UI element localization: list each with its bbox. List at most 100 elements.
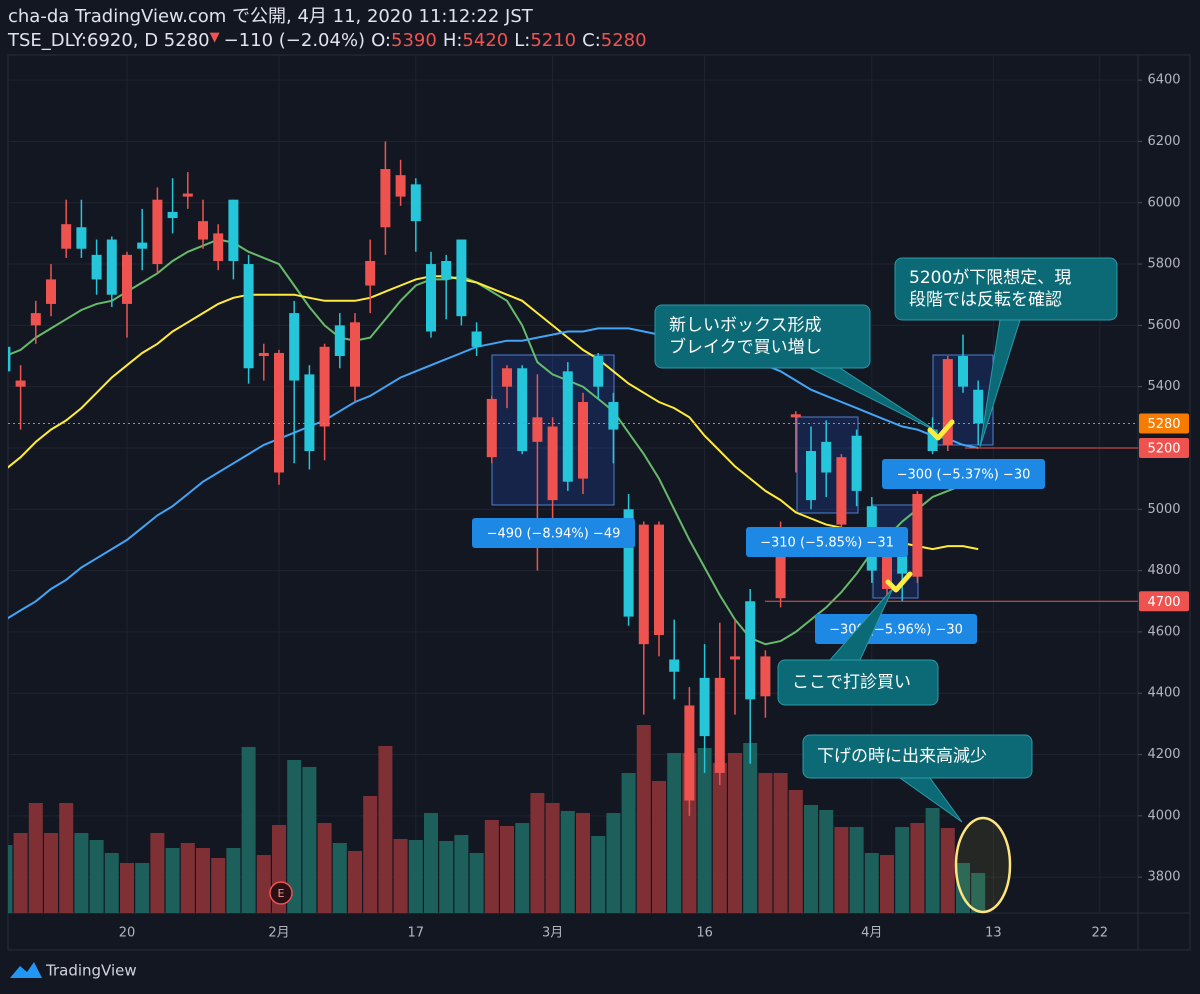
volume-bar <box>8 845 13 913</box>
y-tick-label: 5400 <box>1147 379 1180 394</box>
candle-body <box>958 356 968 387</box>
volume-bar <box>788 790 803 913</box>
volume-bar <box>530 793 545 913</box>
event-marker <box>269 881 293 905</box>
candle-body <box>851 435 862 491</box>
volume-bar <box>940 828 955 913</box>
candle-body <box>760 656 771 697</box>
y-tick-label: 5000 <box>1147 502 1180 517</box>
logo-text: TradingView <box>45 962 137 980</box>
h-value: 5420 <box>462 30 508 51</box>
candle-body <box>669 659 680 672</box>
volume-bar <box>819 810 834 913</box>
price-label: 5280 <box>1147 417 1180 432</box>
candle-body <box>137 242 148 249</box>
logo[interactable]: TradingView <box>10 962 137 980</box>
candle-body <box>213 233 224 261</box>
volume-bar <box>591 836 606 913</box>
callout-box <box>654 304 871 369</box>
volume-bar <box>13 833 28 913</box>
callout-text: 新しいボックス形成 <box>669 316 822 336</box>
volume-bar <box>804 805 818 913</box>
y-tick-label: 6200 <box>1147 134 1180 149</box>
volume-bar <box>560 811 575 913</box>
candle-body <box>30 313 41 326</box>
volume-bar <box>363 796 378 913</box>
frame <box>7 54 1191 951</box>
callout-text: 下げの時に出来高減少 <box>817 747 987 767</box>
volume-bar <box>226 848 241 913</box>
candle-body <box>973 389 984 424</box>
y-tick-label: 5600 <box>1147 318 1180 333</box>
y-tick-label: 4000 <box>1147 808 1180 823</box>
candle-body <box>334 325 345 357</box>
callout-box <box>802 734 1033 779</box>
candle-body <box>274 352 284 473</box>
volume-bar <box>44 833 58 913</box>
candle-body <box>775 527 786 599</box>
candle-body <box>167 211 178 219</box>
candle-body <box>623 509 634 617</box>
callout-text: 5200が下限想定、現 <box>909 268 1071 288</box>
y-tick-label: 5800 <box>1147 257 1180 272</box>
change: −110 (−2.04%) <box>224 30 365 51</box>
volume-bar <box>864 853 879 913</box>
candle-body <box>289 313 300 381</box>
c-label: C: <box>582 30 601 51</box>
x-tick-label: 13 <box>985 926 1002 941</box>
candle-body <box>243 264 254 369</box>
header-quote: TSE_DLY:6920, D 5280▼ −110 (−2.04%) O:5390… <box>7 30 647 52</box>
volume-bar <box>302 767 317 913</box>
logo-icon <box>10 962 42 978</box>
x-tick-label: 17 <box>408 926 425 941</box>
callout-text: ここで打診買い <box>792 673 911 693</box>
candle-body <box>608 402 619 430</box>
volume-bar <box>758 773 773 913</box>
x-tick-label: 16 <box>696 926 713 941</box>
candle-body <box>486 398 497 458</box>
candle-body <box>152 199 163 265</box>
x-tick-label: 22 <box>1092 926 1109 941</box>
candle-body <box>714 677 725 773</box>
moving-average <box>8 327 979 620</box>
o-value: 5390 <box>391 30 437 51</box>
volume-bar <box>180 843 195 913</box>
volume-bar <box>348 851 362 913</box>
volume-bar <box>332 843 347 913</box>
candle-body <box>532 417 543 442</box>
o-label: O: <box>371 30 391 51</box>
volume-bar <box>89 840 104 913</box>
candle-body <box>684 705 695 801</box>
x-tick-label: 3月 <box>542 926 563 941</box>
c-value: 5280 <box>601 30 647 51</box>
volume-bar <box>317 823 332 913</box>
volume-bar <box>880 855 894 913</box>
volume-bar <box>135 863 150 913</box>
volume-bar <box>621 773 636 913</box>
volume-bar <box>743 743 758 913</box>
candle-body <box>198 221 208 240</box>
volume-bar <box>74 833 89 913</box>
volume-bar <box>849 827 864 913</box>
volume-bar <box>652 781 666 913</box>
measure-label: −300 (−5.37%) −30 <box>897 468 1031 483</box>
candle-body <box>319 346 330 427</box>
volume-bar <box>28 803 43 913</box>
candle-body <box>8 346 11 372</box>
price-label: 4700 <box>1147 595 1180 610</box>
volume-bar <box>773 773 788 913</box>
volume-bar <box>196 848 210 913</box>
volume-bar <box>393 839 408 913</box>
volume-bar <box>667 753 682 913</box>
volume-bar <box>606 813 621 913</box>
candle-body <box>578 402 588 479</box>
volume-bar <box>925 808 940 913</box>
candle-body <box>304 374 315 452</box>
candle-body <box>471 331 482 347</box>
candle-body <box>638 524 649 645</box>
measure-box <box>746 527 908 557</box>
candle-body <box>745 601 756 700</box>
candle-body <box>593 356 604 387</box>
volume-bar <box>165 848 180 913</box>
